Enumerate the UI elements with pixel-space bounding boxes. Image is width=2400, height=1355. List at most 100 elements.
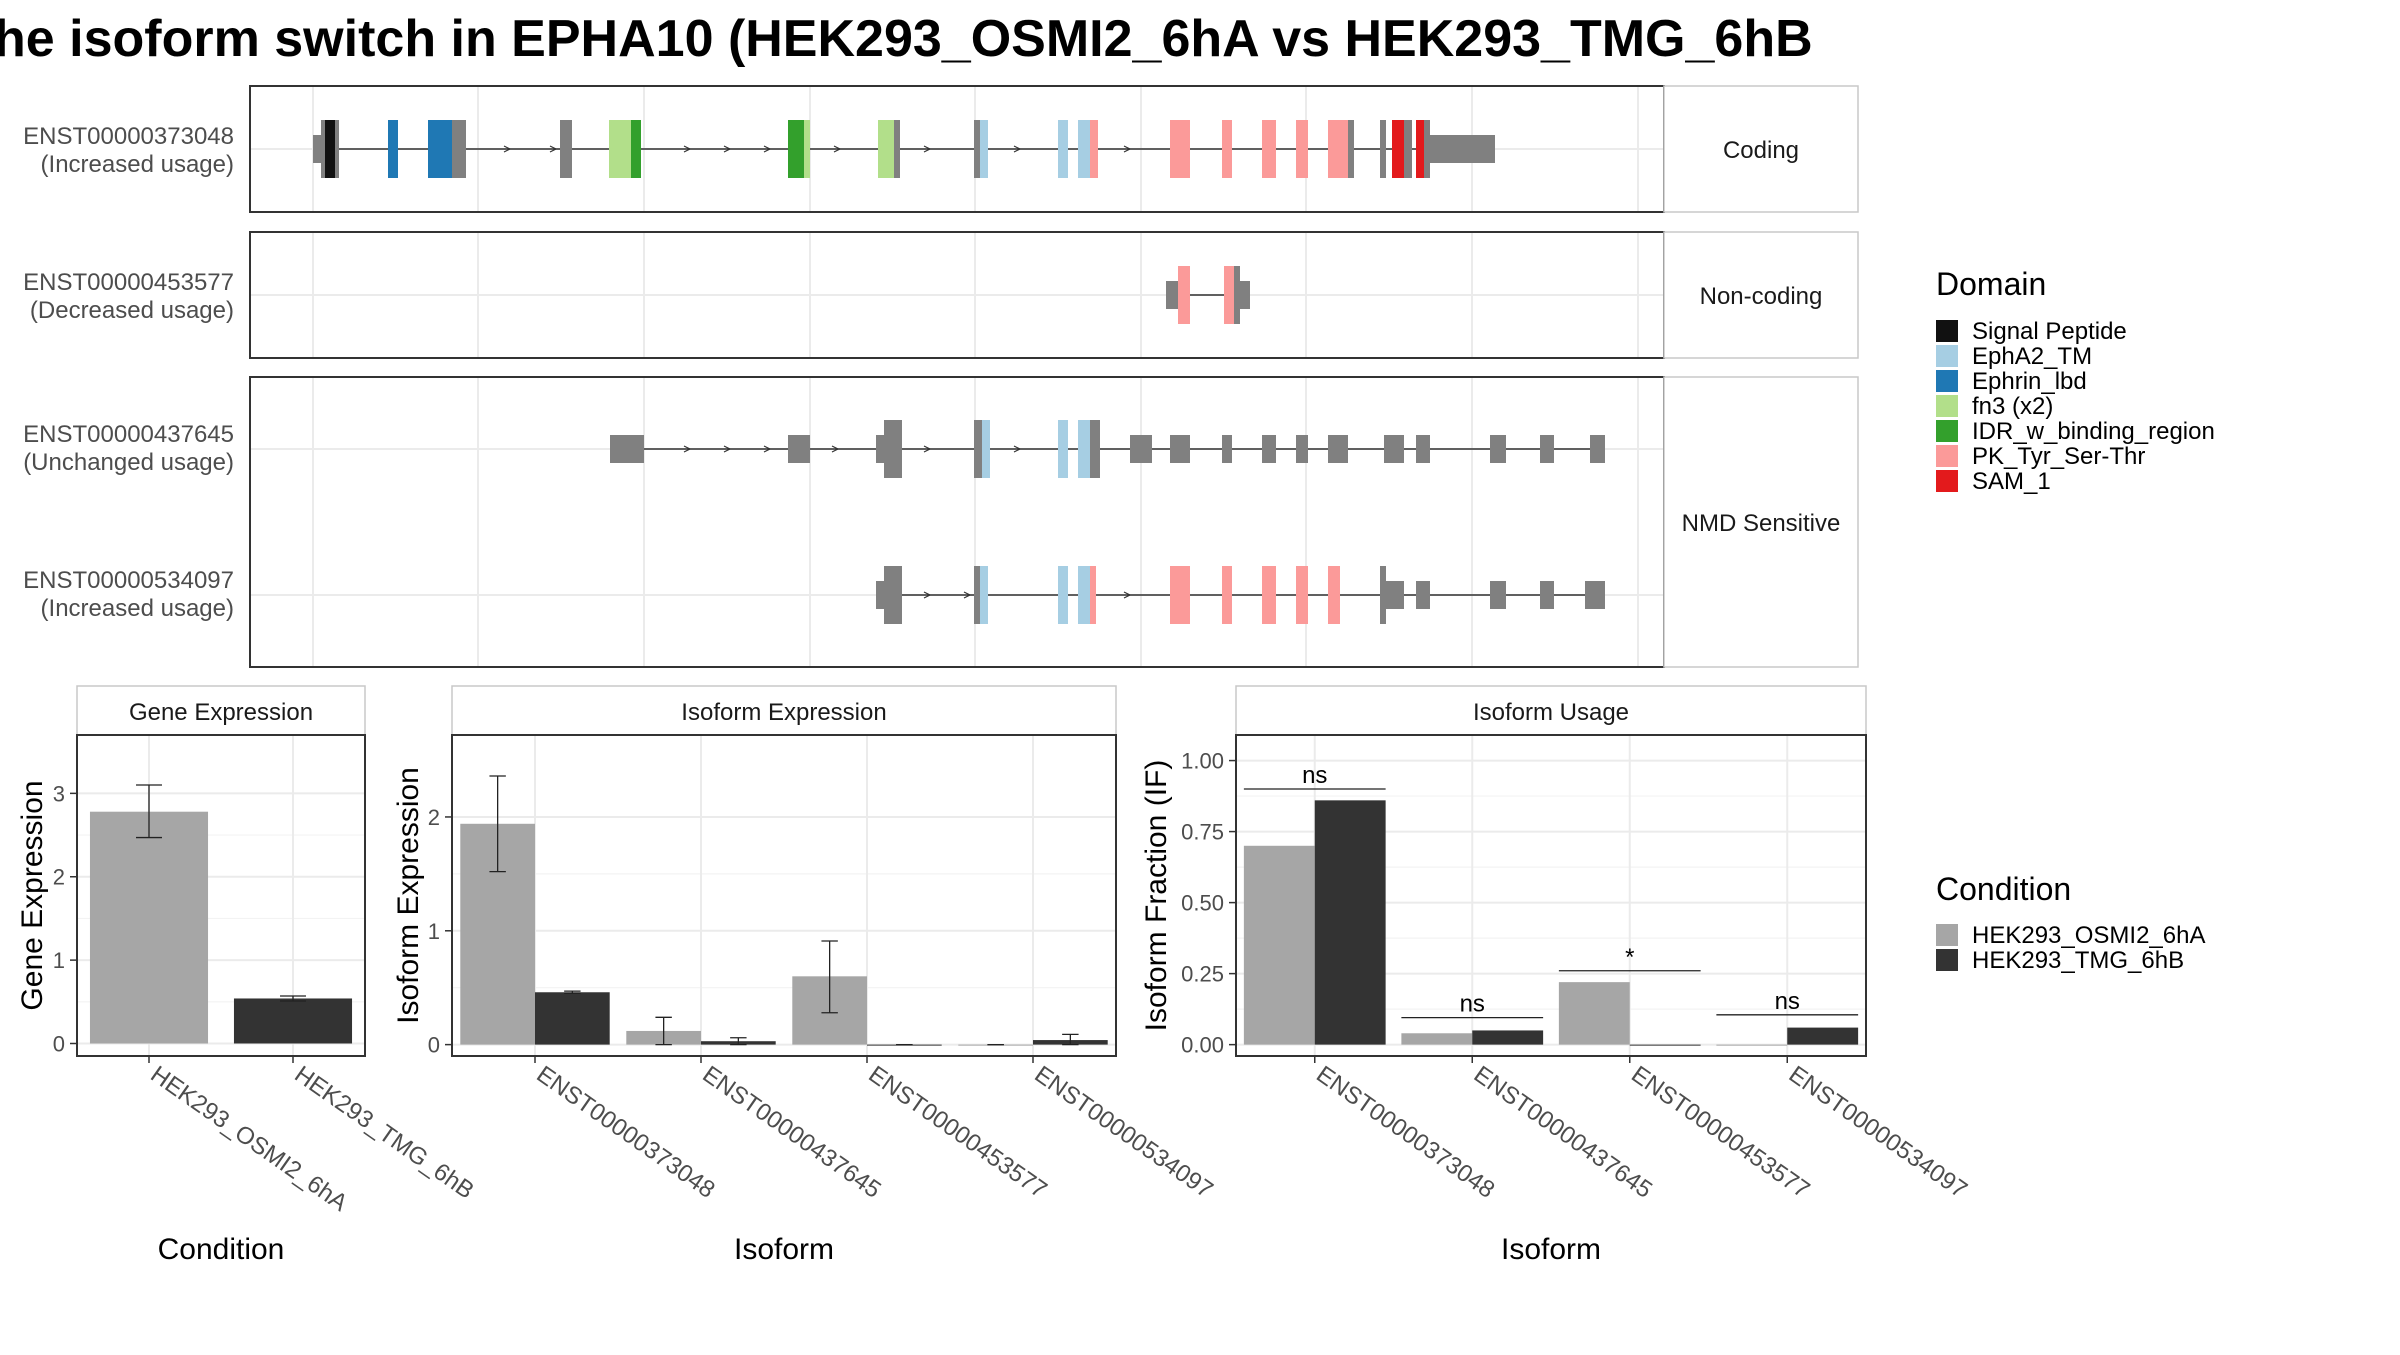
y-axis-title: Gene Expression (16, 780, 49, 1010)
exon (1416, 435, 1430, 463)
domain-exon (1262, 120, 1276, 178)
exon (974, 566, 980, 624)
domain-exon (1416, 120, 1424, 178)
domain-exon (1178, 266, 1190, 324)
exon (1380, 120, 1386, 178)
domain-legend-title: Domain (1936, 266, 2046, 302)
intron-arrow (723, 445, 732, 453)
nmd-strip (1663, 376, 1859, 668)
panel-border (451, 734, 1117, 1057)
domain-exon (1090, 120, 1098, 178)
exon (974, 120, 980, 178)
y-tick-label: 0 (428, 1033, 440, 1058)
intron-arrow (923, 591, 932, 599)
domain-exon (1392, 120, 1404, 178)
bar (1314, 800, 1386, 1045)
domain-exon (428, 120, 452, 178)
exon (1404, 120, 1412, 178)
exon (1130, 435, 1152, 463)
intron-arrow (963, 591, 972, 599)
exon (884, 566, 902, 624)
domain-legend-label: SAM_1 (1972, 468, 2051, 495)
domain-exon (1262, 566, 1276, 624)
domain-exon (1078, 420, 1090, 478)
domain-legend-key (1936, 395, 1958, 417)
bar (1787, 1027, 1859, 1045)
domain-exon (1328, 120, 1348, 178)
bar (1629, 1044, 1701, 1046)
domain-exon (1222, 566, 1232, 624)
domain-exon (1296, 566, 1308, 624)
exon (335, 120, 339, 178)
domain-legend-label: fn3 (x2) (1972, 393, 2053, 420)
y-axis-title: Isoform Fraction (IF) (1140, 760, 1173, 1032)
isoform-label-usage: (Increased usage) (41, 595, 234, 622)
intron-arrow (763, 445, 772, 453)
exon (610, 435, 644, 463)
domain-legend-key (1936, 470, 1958, 492)
significance-label: ns (1460, 991, 1485, 1018)
domain-exon (1296, 120, 1308, 178)
isoform-label-id: ENST00000373048 (23, 123, 234, 150)
exon (560, 120, 572, 178)
significance-label: * (1625, 944, 1634, 971)
bar (1716, 1044, 1788, 1046)
domain-legend-label: IDR_w_binding_region (1972, 418, 2215, 445)
bar (233, 998, 353, 1044)
condition-legend-key (1936, 949, 1958, 971)
y-tick-label: 3 (53, 781, 65, 806)
x-axis-title: Isoform (1501, 1233, 1601, 1266)
domain-legend-key (1936, 320, 1958, 342)
intron-arrow (1123, 145, 1132, 153)
domain-exon (982, 420, 990, 478)
panel-border (76, 734, 366, 1057)
exon (884, 420, 902, 478)
domain-legend-label: Ephrin_lbd (1972, 368, 2087, 395)
intron-arrow (503, 145, 512, 153)
significance-label: ns (1302, 762, 1327, 789)
exon (1490, 581, 1506, 609)
exon (1585, 581, 1605, 609)
exon (1090, 420, 1100, 478)
y-tick-label: 0.25 (1181, 962, 1224, 987)
bar (89, 811, 209, 1044)
exon (321, 120, 327, 178)
intron-arrow (1013, 445, 1022, 453)
bar (1472, 1030, 1544, 1045)
structure-exons (313, 120, 1605, 624)
noncoding-strip (1663, 231, 1859, 359)
condition-legend-title: Condition (1936, 871, 2071, 907)
transcript-structure-plot: Coding Non-coding NMD Sensitive ENST0000… (23, 85, 1859, 668)
isoform-label-id: ENST00000437645 (23, 421, 234, 448)
intron-arrow (549, 145, 558, 153)
exon (1296, 435, 1308, 463)
exon (1430, 135, 1495, 163)
panel-title: Gene Expression (129, 699, 313, 726)
exon (974, 420, 982, 478)
panel-title: Isoform Expression (681, 699, 886, 726)
domain-legend: Domain Signal PeptideEphA2_TMEphrin_lbdf… (1936, 266, 2215, 495)
intron-arrow (923, 445, 932, 453)
y-axis-title: Isoform Expression (392, 767, 425, 1024)
x-axis-title: Isoform (734, 1233, 834, 1266)
bar (535, 992, 610, 1045)
domain-exon (388, 120, 398, 178)
condition-legend-key (1936, 924, 1958, 946)
isoform-label-id: ENST00000453577 (23, 269, 234, 296)
domain-exon (1222, 120, 1232, 178)
exon (452, 120, 466, 178)
nmd-panel (249, 376, 1665, 668)
domain-legend-label: PK_Tyr_Ser-Thr (1972, 443, 2145, 470)
x-axis-title: Condition (158, 1233, 285, 1266)
exon (876, 435, 884, 463)
exon (1262, 435, 1276, 463)
panel-border (1235, 734, 1867, 1057)
domain-exon (609, 120, 631, 178)
exon (1234, 266, 1240, 324)
domain-exon (1058, 120, 1068, 178)
exon (1540, 581, 1554, 609)
facet-label-nmd: NMD Sensitive (1682, 510, 1841, 537)
